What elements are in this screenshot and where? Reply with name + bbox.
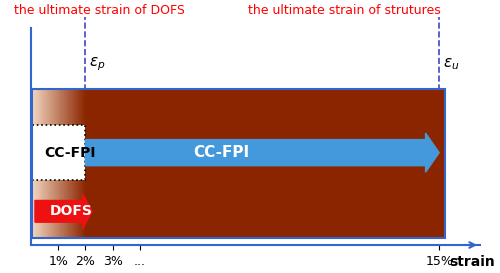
Bar bbox=[44, 88, 46, 239]
Bar bbox=[59, 88, 60, 239]
FancyArrow shape bbox=[86, 133, 439, 172]
Bar bbox=[84, 88, 85, 239]
Bar bbox=[46, 88, 47, 239]
Bar bbox=[54, 88, 56, 239]
Bar bbox=[68, 88, 69, 239]
Bar bbox=[80, 88, 82, 239]
Bar bbox=[49, 88, 50, 239]
FancyArrow shape bbox=[35, 194, 92, 229]
Bar bbox=[76, 88, 77, 239]
Bar bbox=[81, 88, 82, 239]
Bar bbox=[42, 88, 43, 239]
Bar bbox=[78, 88, 79, 239]
Bar bbox=[77, 88, 78, 239]
Bar bbox=[34, 88, 35, 239]
Bar bbox=[82, 88, 84, 239]
Bar bbox=[48, 88, 49, 239]
Bar bbox=[85, 88, 86, 239]
Bar bbox=[51, 88, 52, 239]
Bar bbox=[57, 88, 58, 239]
Bar bbox=[62, 88, 64, 239]
Bar bbox=[39, 88, 40, 239]
Bar bbox=[36, 88, 37, 239]
Bar bbox=[71, 88, 72, 239]
Bar bbox=[72, 88, 73, 239]
Bar bbox=[60, 88, 61, 239]
Bar bbox=[79, 88, 80, 239]
Text: strain: strain bbox=[449, 256, 494, 269]
Bar bbox=[46, 88, 48, 239]
Text: CC-FPI: CC-FPI bbox=[44, 146, 96, 160]
Bar bbox=[64, 88, 65, 239]
Bar bbox=[38, 88, 39, 239]
Bar bbox=[58, 88, 59, 239]
Bar bbox=[61, 88, 62, 239]
Text: DOFS: DOFS bbox=[50, 204, 93, 218]
Bar bbox=[43, 88, 44, 239]
Text: $\varepsilon_u$: $\varepsilon_u$ bbox=[444, 57, 460, 72]
Bar bbox=[52, 88, 53, 239]
Bar bbox=[37, 88, 38, 239]
Bar bbox=[83, 88, 84, 239]
Bar bbox=[54, 88, 55, 239]
Bar bbox=[45, 88, 46, 239]
Bar bbox=[63, 88, 64, 239]
Bar bbox=[40, 88, 42, 239]
Bar bbox=[74, 88, 76, 239]
Bar bbox=[36, 88, 38, 239]
Bar bbox=[64, 88, 66, 239]
Bar bbox=[48, 88, 50, 239]
Bar bbox=[56, 88, 58, 239]
Bar bbox=[86, 88, 444, 239]
Bar bbox=[62, 88, 63, 239]
Bar bbox=[80, 88, 81, 239]
Bar bbox=[69, 88, 70, 239]
Bar bbox=[75, 88, 76, 239]
Bar bbox=[73, 88, 74, 239]
Bar bbox=[32, 126, 86, 180]
Text: $\varepsilon_p$: $\varepsilon_p$ bbox=[90, 56, 106, 73]
Bar bbox=[55, 88, 56, 239]
Bar bbox=[40, 88, 41, 239]
Bar bbox=[66, 88, 67, 239]
Bar bbox=[82, 88, 83, 239]
Bar bbox=[32, 88, 33, 239]
Text: the ultimate strain of DOFS: the ultimate strain of DOFS bbox=[14, 4, 184, 17]
Bar bbox=[38, 88, 40, 239]
Bar bbox=[70, 88, 72, 239]
Text: the ultimate strain of strutures: the ultimate strain of strutures bbox=[248, 4, 440, 17]
Bar bbox=[65, 88, 66, 239]
Bar bbox=[56, 88, 57, 239]
Bar bbox=[47, 88, 48, 239]
Bar bbox=[72, 88, 74, 239]
Bar bbox=[53, 88, 54, 239]
Bar bbox=[50, 88, 51, 239]
Bar bbox=[74, 88, 75, 239]
Text: CC-FPI: CC-FPI bbox=[194, 145, 250, 160]
Bar bbox=[33, 88, 34, 239]
Bar bbox=[67, 88, 68, 239]
Bar bbox=[32, 88, 445, 239]
